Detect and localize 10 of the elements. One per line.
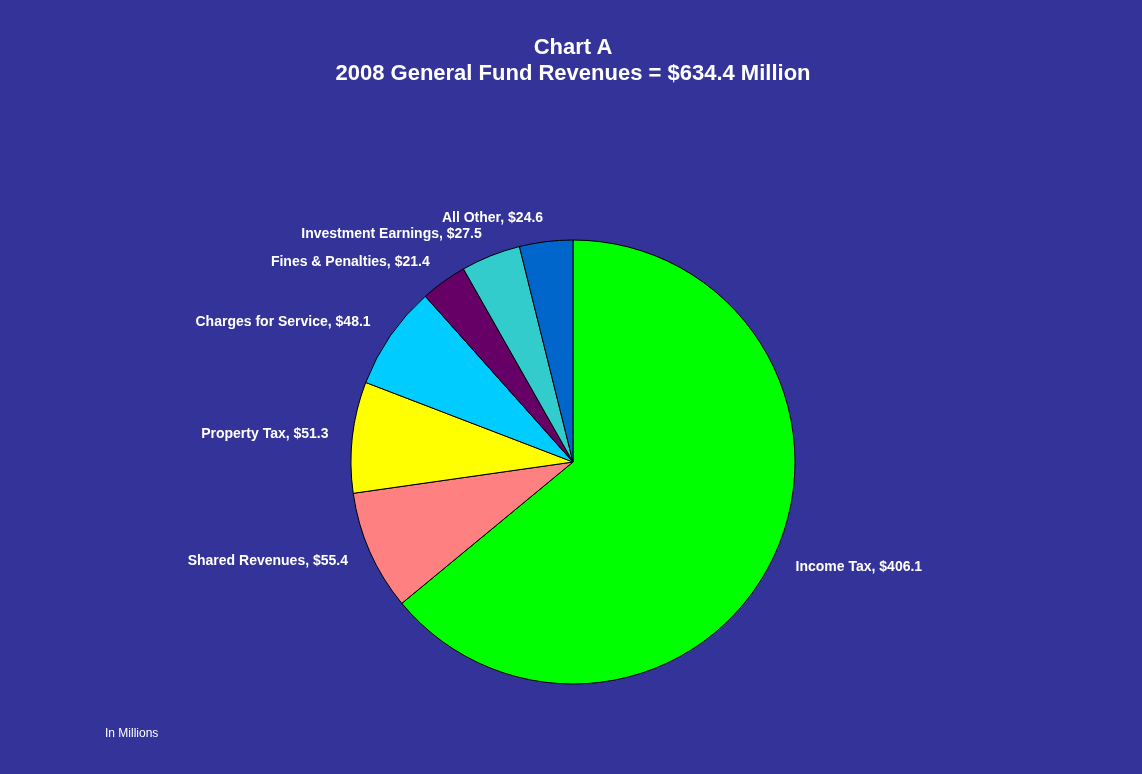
- text: In Millions: [105, 726, 159, 740]
- slice-label: Investment Earnings, $27.5: [301, 224, 482, 241]
- slice-label: All Other, $24.6: [441, 208, 544, 225]
- slice-label: Charges for Service, $48.1: [195, 313, 371, 330]
- chart-subtitle: 2008 General Fund Revenues = $634.4 Million: [335, 60, 811, 85]
- chart-title: Chart A: [533, 34, 613, 59]
- slice-label: Income Tax, $406.1: [795, 557, 923, 574]
- slice-label: Fines & Penalties, $21.4: [270, 253, 430, 270]
- slice-label: Shared Revenues, $55.4: [187, 552, 349, 569]
- slice-label: Property Tax, $51.3: [201, 425, 329, 442]
